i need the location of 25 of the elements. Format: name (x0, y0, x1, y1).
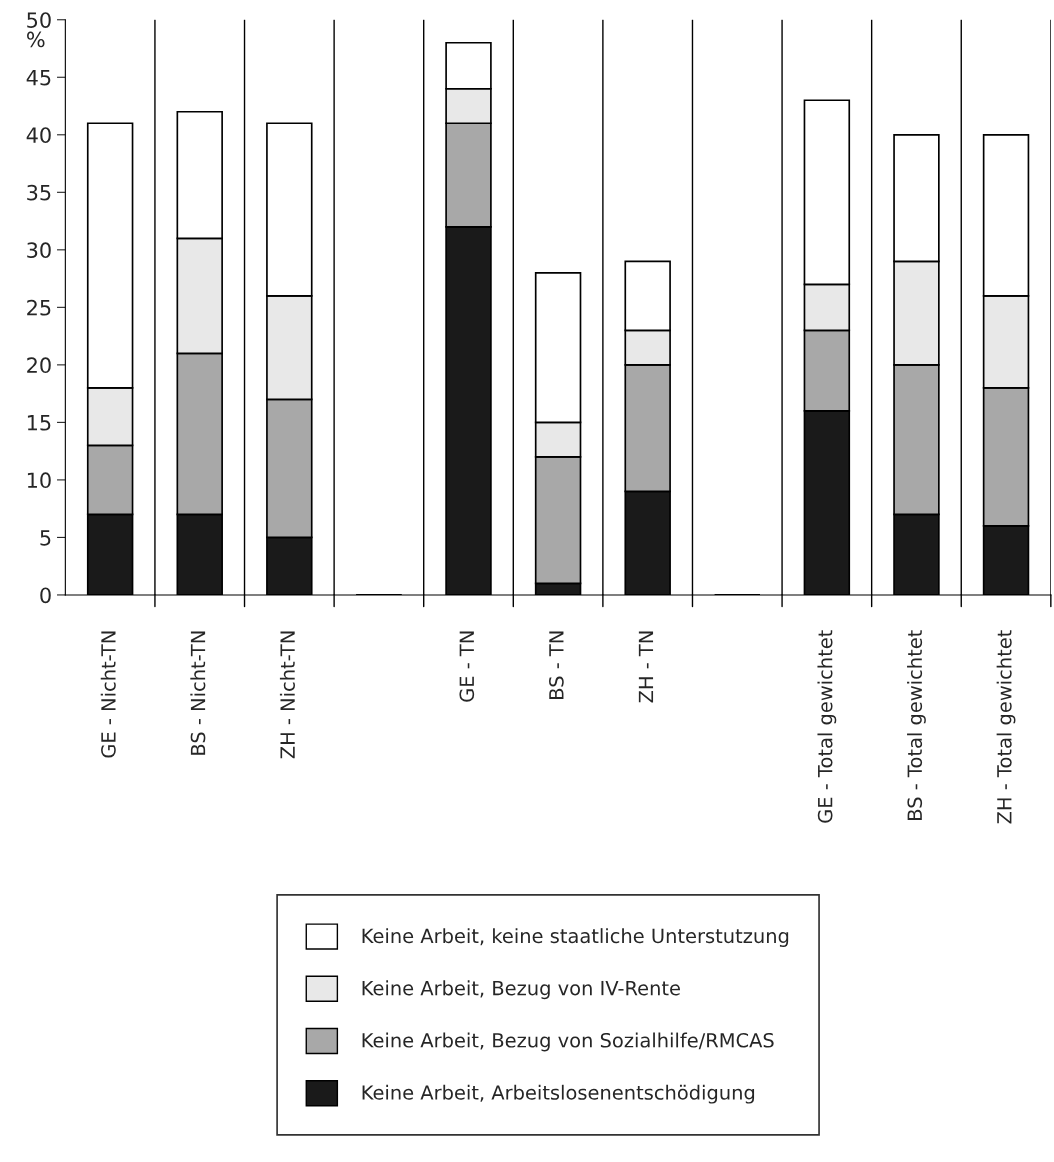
legend-label: Keine Arbeit, Arbeitslosenentschödigung (362, 1084, 755, 1104)
legend-label: Keine Arbeit, Bezug von Sozialhilfe/RMCAS (362, 1032, 774, 1052)
y-tick-label: 10 (27, 472, 51, 489)
x-tick-label: ZH - Nicht-TN (279, 631, 295, 759)
x-tick-label: BS - TN (549, 631, 564, 699)
y-tick-label: 0 (40, 587, 51, 604)
y-tick-label: 45 (26, 70, 51, 86)
y-tick-label: 20 (27, 357, 51, 374)
x-tick-label: BS - Total gewichtet (907, 630, 926, 820)
x-tick-label: BS - Nicht-TN (190, 631, 206, 755)
legend-label: Keine Arbeit, keine staatliche Unterstutzung (362, 928, 789, 947)
y-tick-label: 15 (27, 415, 51, 431)
y-tick-label: 5 (40, 530, 51, 546)
y-tick-label: 35 (27, 184, 51, 201)
y-tick-label: 25 (27, 299, 51, 316)
y-tick-label: 50 (27, 12, 51, 28)
y-tick-label: 30 (27, 242, 51, 259)
legend-label: Keine Arbeit, Bezug von IV-Rente (362, 980, 680, 1000)
x-tick-label: GE - Nicht-TN (100, 631, 116, 758)
y-axis-title: % (27, 31, 45, 48)
x-tick-label: ZH - TN (638, 631, 654, 703)
x-tick-label: GE - Total gewichtet (817, 630, 837, 823)
x-tick-label: ZH - Total gewichtet (996, 630, 1016, 824)
x-tick-label: GE - TN (459, 631, 475, 702)
y-tick-label: 40 (26, 127, 51, 143)
